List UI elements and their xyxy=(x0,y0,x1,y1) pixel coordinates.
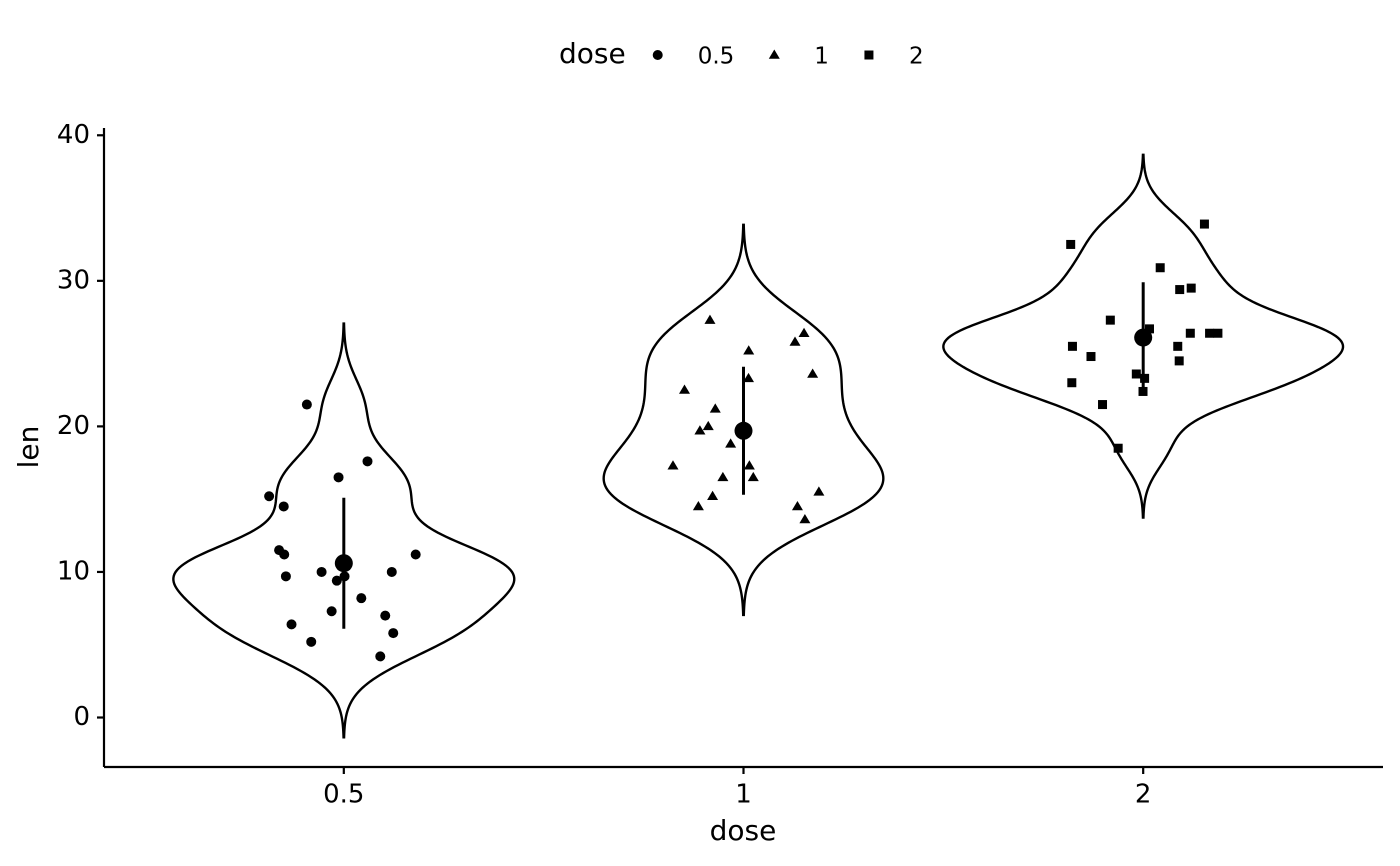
data-point xyxy=(333,472,344,483)
data-point xyxy=(375,651,386,662)
legend-label: 2 xyxy=(909,44,924,70)
violin xyxy=(602,223,885,617)
data-point xyxy=(326,606,337,617)
data-point xyxy=(743,372,755,383)
mean-point xyxy=(1134,328,1153,347)
data-point xyxy=(1066,239,1076,249)
y-tick-label: 0 xyxy=(73,702,90,732)
data-point xyxy=(1113,443,1123,453)
data-point xyxy=(380,610,391,621)
legend-symbol xyxy=(864,50,874,60)
data-point xyxy=(813,486,825,496)
legend-symbol xyxy=(652,50,663,60)
legend-symbol xyxy=(768,49,780,59)
y-axis-title: len xyxy=(12,426,45,469)
data-point xyxy=(791,500,803,511)
data-point xyxy=(807,368,819,378)
data-point xyxy=(316,566,327,577)
data-point xyxy=(709,403,721,413)
data-point xyxy=(1067,378,1077,388)
data-point xyxy=(747,471,759,482)
mean-point xyxy=(334,554,353,573)
data-point xyxy=(1199,219,1209,229)
data-point xyxy=(1175,285,1185,295)
data-point xyxy=(1086,352,1096,362)
violin xyxy=(942,153,1345,519)
violin xyxy=(172,322,516,739)
data-point xyxy=(388,628,399,639)
x-tick-label: 0.5 xyxy=(323,780,364,810)
data-point xyxy=(799,514,811,524)
data-point xyxy=(278,501,289,512)
x-tick-label: 2 xyxy=(1135,780,1152,810)
data-point xyxy=(331,575,342,586)
data-point xyxy=(692,500,704,511)
data-point xyxy=(1205,328,1215,338)
data-point xyxy=(667,460,679,470)
data-point xyxy=(1185,328,1195,338)
data-point xyxy=(702,420,714,431)
legend-label: 0.5 xyxy=(698,44,735,70)
legend-label: 1 xyxy=(814,44,829,70)
data-point xyxy=(707,490,719,501)
data-point xyxy=(743,460,755,470)
data-point xyxy=(362,456,373,467)
data-point xyxy=(1174,356,1184,366)
legend: dose 0.5 1 2 xyxy=(559,37,924,70)
data-point xyxy=(694,425,706,435)
data-point xyxy=(725,438,737,448)
data-point xyxy=(717,471,729,482)
data-point xyxy=(678,384,690,394)
data-point xyxy=(789,336,801,346)
data-point xyxy=(286,619,297,630)
data-point xyxy=(1098,400,1108,410)
data-point xyxy=(1105,315,1115,325)
data-point xyxy=(1144,324,1154,334)
data-point xyxy=(1186,283,1196,293)
data-point xyxy=(410,549,421,560)
x-axis-title: dose xyxy=(710,814,777,847)
data-point xyxy=(356,593,367,604)
x-tick-label: 1 xyxy=(735,780,752,810)
data-point xyxy=(1067,341,1077,351)
data-point xyxy=(798,327,810,337)
data-point xyxy=(1173,341,1183,351)
data-point xyxy=(1213,328,1223,338)
data-point xyxy=(264,491,275,502)
data-point xyxy=(743,345,755,355)
y-tick-label: 40 xyxy=(57,120,90,150)
y-tick-label: 10 xyxy=(57,556,90,586)
y-tick-label: 20 xyxy=(57,411,90,441)
data-point xyxy=(301,399,312,410)
mean-point xyxy=(734,421,753,440)
data-point xyxy=(704,314,716,324)
legend-title: dose xyxy=(559,37,626,70)
data-point xyxy=(386,566,397,577)
data-point xyxy=(1131,369,1141,379)
data-point xyxy=(280,571,291,582)
data-point xyxy=(279,549,290,560)
y-tick-label: 30 xyxy=(57,265,90,295)
data-point xyxy=(1155,263,1165,273)
data-point xyxy=(306,636,317,647)
